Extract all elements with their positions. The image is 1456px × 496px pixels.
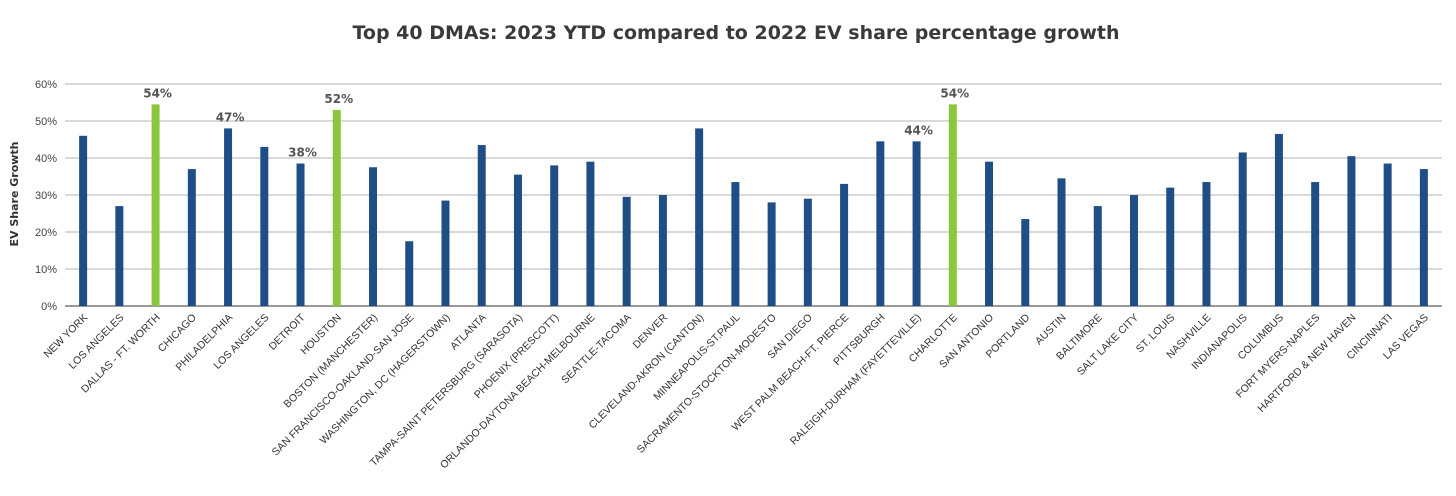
bar [803,198,812,306]
bar [695,128,704,306]
bar [1419,169,1428,306]
x-tick-label: WASHINGTON, DC (HAGERSTOWN) [318,312,453,447]
bar [767,202,776,306]
bar [658,195,667,306]
data-label: 38% [288,146,317,160]
bar [1347,156,1356,306]
bar [840,183,849,306]
data-label: 54% [143,86,172,100]
y-axis-label: EV Share Growth [8,141,21,246]
bar [1311,182,1320,306]
data-labels: 54% 47% 38% 52% 44% 54% [143,86,969,159]
gridlines [65,83,1442,307]
bar [187,169,196,306]
bar [441,200,450,306]
bar [1238,152,1247,306]
bar [224,128,233,306]
bar [1057,178,1066,306]
bar [622,196,631,306]
bar [1383,163,1392,306]
y-tick-label: 0% [41,301,57,313]
bar [151,104,160,306]
x-tick-label: AUSTIN [1033,312,1069,348]
bar [477,145,486,306]
data-label: 44% [904,123,933,137]
bar [1093,206,1102,306]
data-label: 54% [940,86,969,100]
bar [1021,219,1030,306]
y-tick-label: 60% [35,79,57,91]
x-tick-label: SALT LAKE CITY [1075,312,1141,378]
bar [1202,182,1211,306]
bar [550,165,559,306]
bar [332,109,341,307]
bar [405,241,414,306]
bar [586,161,595,306]
y-axis-ticks: 0% 10% 20% 30% 40% 50% 60% [35,79,57,313]
bar [985,161,994,306]
bar [513,174,522,306]
bar [369,167,378,306]
bars [79,104,1428,307]
x-tick-label: RALEIGH-DURHAM (FAYETTEVILLE) [788,312,924,448]
bar [948,104,957,306]
bar [296,163,305,306]
data-label: 52% [324,92,353,106]
bar [79,135,88,306]
bar [115,206,124,306]
bar [260,146,269,306]
y-tick-label: 10% [35,264,57,276]
bar [1274,133,1283,306]
y-tick-label: 30% [35,190,57,202]
bar [1129,195,1138,306]
bar [1166,187,1175,306]
y-tick-label: 20% [35,227,57,239]
x-tick-label: SEATTLE-TACOMA [559,312,634,387]
bar [876,141,885,306]
y-tick-label: 40% [35,153,57,165]
bar [731,182,740,306]
data-label: 47% [216,110,245,124]
bar [912,141,921,306]
chart-title: Top 40 DMAs: 2023 YTD compared to 2022 E… [352,22,1120,44]
y-tick-label: 50% [35,116,57,128]
